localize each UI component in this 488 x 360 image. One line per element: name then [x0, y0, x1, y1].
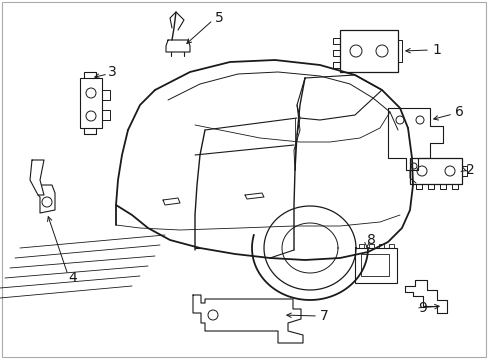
FancyBboxPatch shape: [339, 30, 397, 72]
FancyBboxPatch shape: [409, 158, 461, 184]
FancyBboxPatch shape: [360, 254, 388, 276]
Text: 6: 6: [454, 105, 463, 119]
FancyBboxPatch shape: [80, 78, 102, 128]
Text: 5: 5: [215, 11, 224, 25]
Text: 2: 2: [465, 163, 474, 177]
Text: 3: 3: [108, 65, 117, 79]
Text: 1: 1: [431, 43, 440, 57]
FancyBboxPatch shape: [354, 248, 396, 283]
Text: 4: 4: [68, 271, 77, 285]
Text: 9: 9: [417, 301, 426, 315]
Text: 7: 7: [319, 309, 328, 323]
Text: 8: 8: [366, 233, 375, 247]
